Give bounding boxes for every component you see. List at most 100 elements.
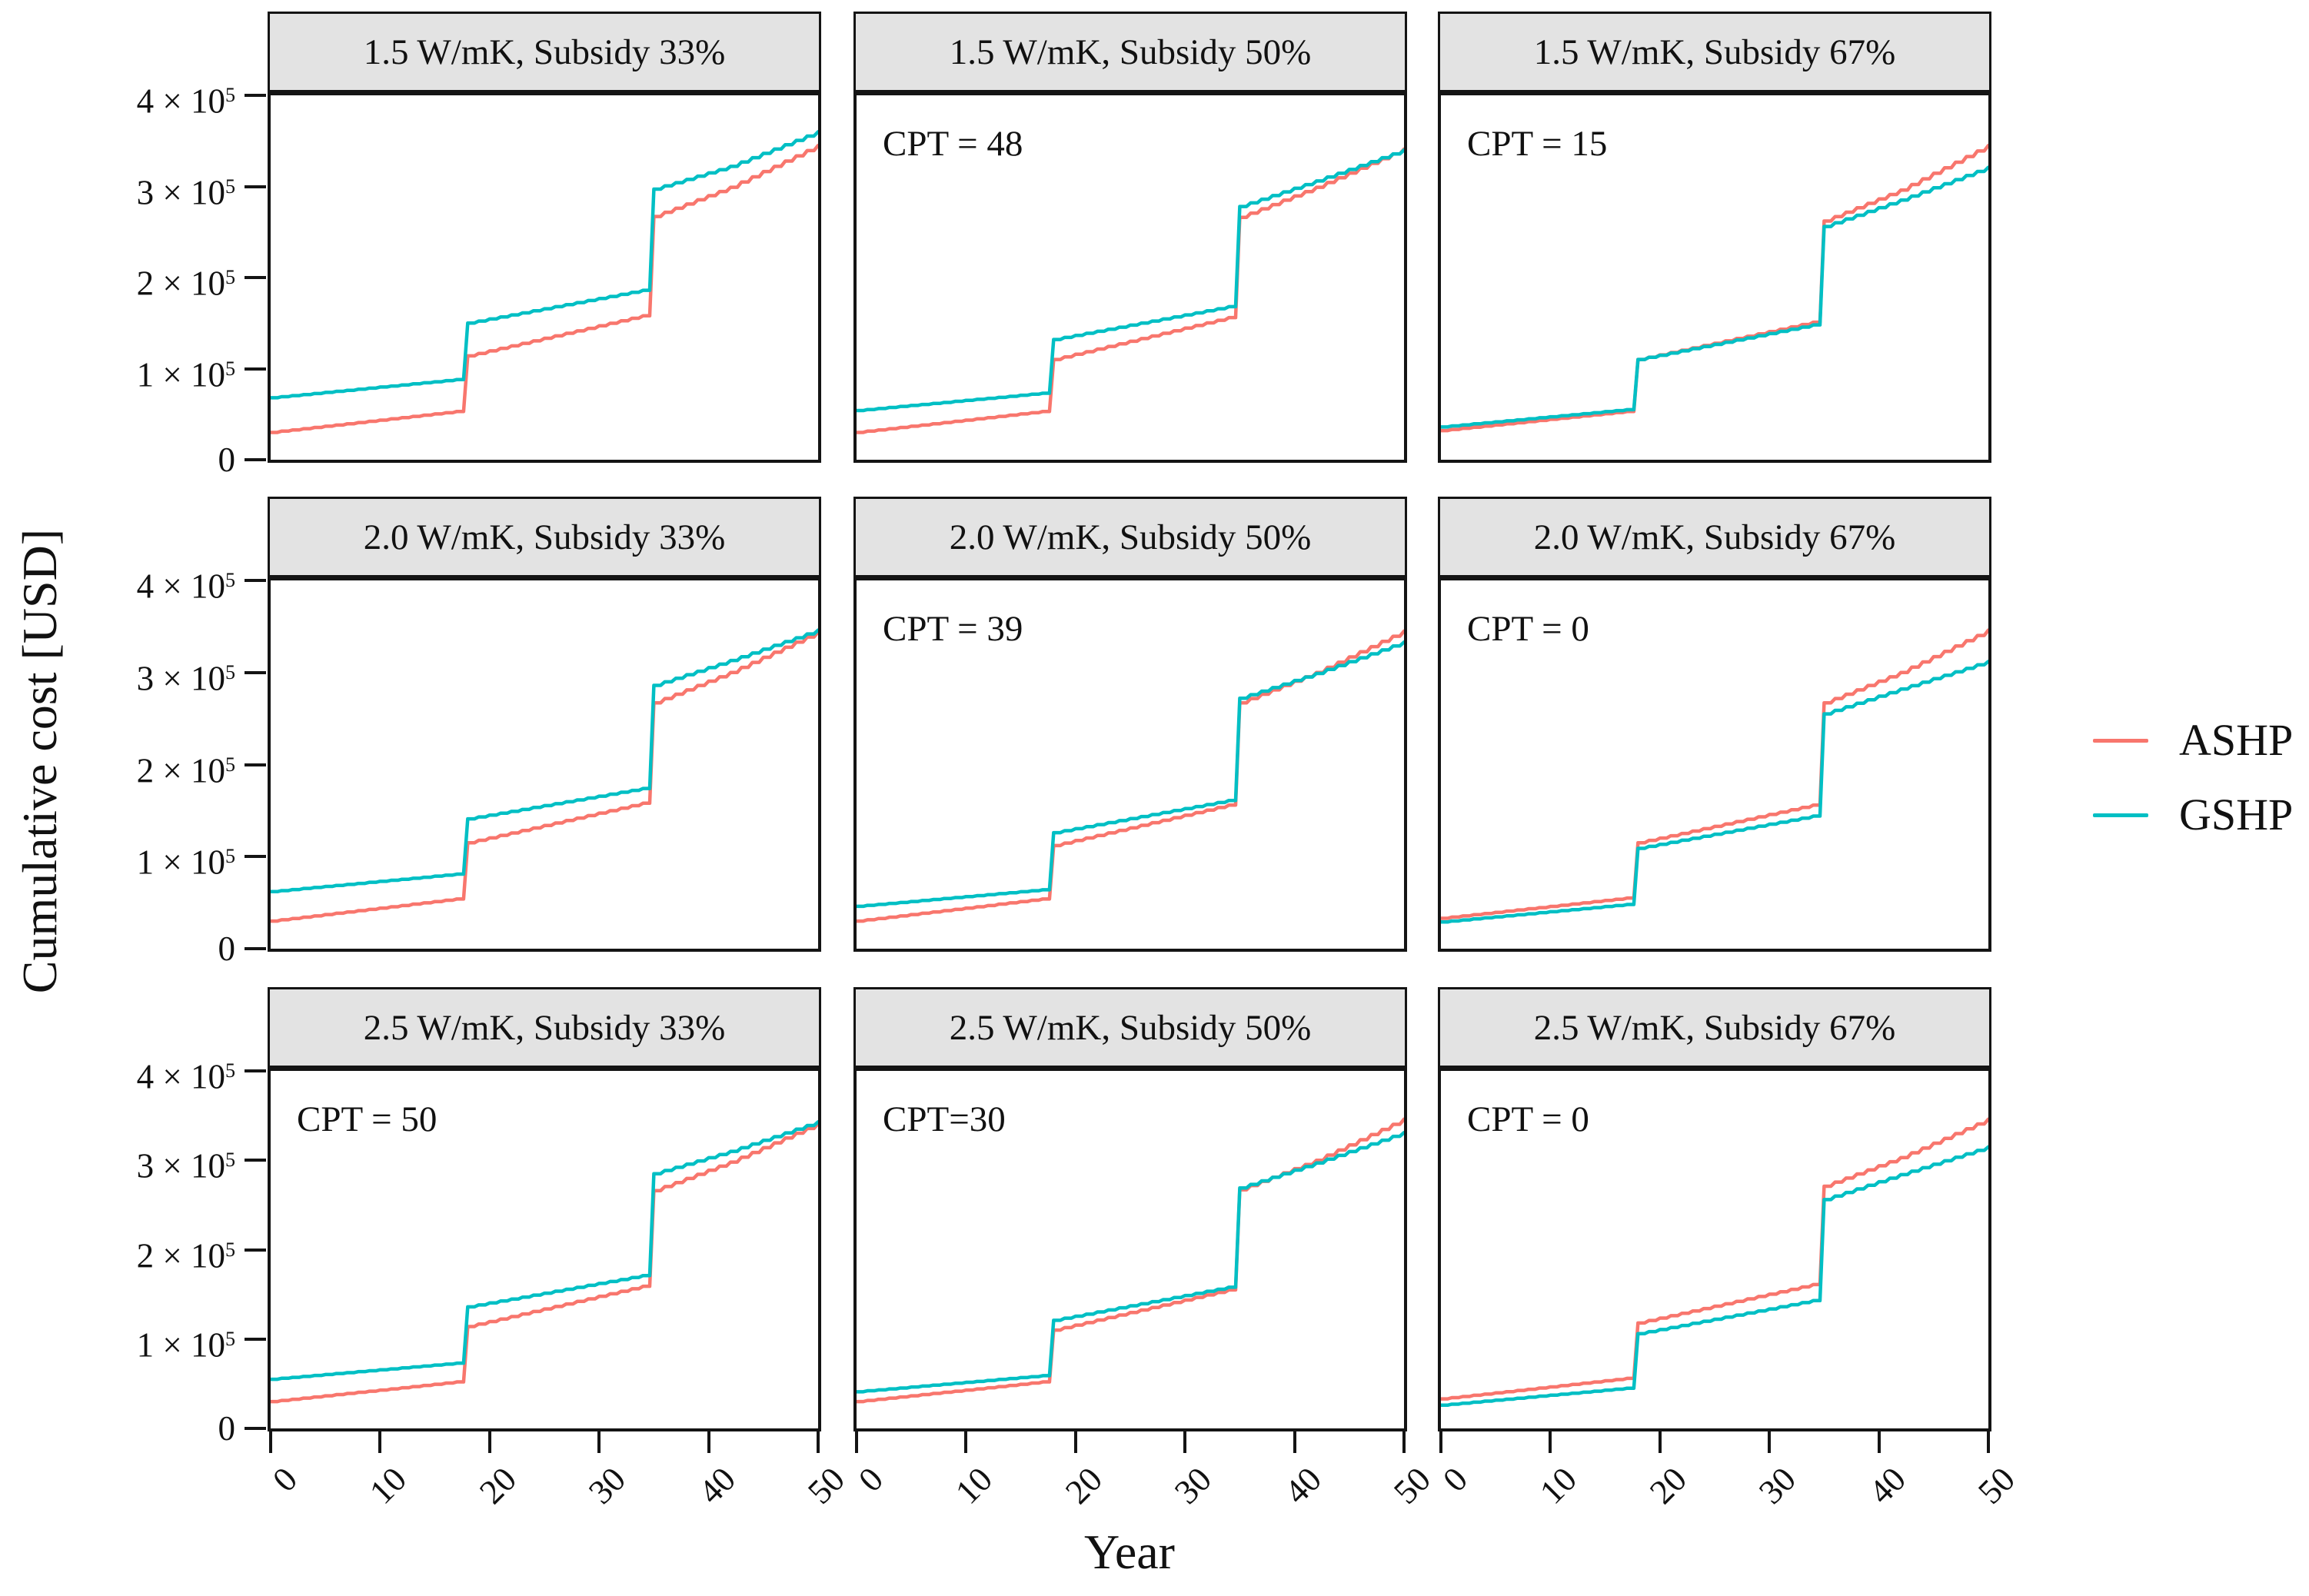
x-tick [1073,1431,1077,1453]
y-tick [245,947,266,950]
y-tick-label: 3 × 105 [136,172,235,211]
cost-curves-svg [271,580,818,949]
panel-2-5-subsidy-50: 2.5 W/mK, Subsidy 50% CPT=30 [853,987,1407,1431]
y-tick [245,1337,266,1341]
y-tick [245,1159,266,1162]
cost-curves-svg [857,95,1404,460]
legend-line-ashp [2093,739,2148,743]
panel-1-5-subsidy-33: 1.5 W/mK, Subsidy 33% [268,12,821,463]
facet-strip: 2.0 W/mK, Subsidy 50% [853,497,1407,577]
y-tick-label: 3 × 105 [136,659,235,698]
ashp-curve [857,149,1404,433]
legend-label-ashp: ASHP [2179,715,2294,765]
x-tick [1183,1431,1187,1453]
plot-area: CPT = 48 [853,92,1407,463]
y-tick [245,94,266,97]
x-tick [817,1431,820,1453]
facet-strip: 2.5 W/mK, Subsidy 50% [853,987,1407,1068]
y-tick-label: 1 × 105 [136,843,235,882]
x-tick-label: 20 [1642,1459,1694,1511]
y-tick [245,670,266,674]
legend-line-gshp [2093,813,2148,817]
facet-strip-title: 2.0 W/mK, Subsidy 33% [363,517,726,557]
x-tick [707,1431,710,1453]
y-tick [245,579,266,582]
facet-strip-title: 1.5 W/mK, Subsidy 33% [363,32,726,72]
x-tick [855,1431,858,1453]
facet-strip: 1.5 W/mK, Subsidy 67% [1438,12,1991,92]
gshp-curve [1441,1147,1988,1405]
y-tick [245,367,266,371]
panel-2-0-subsidy-33: 2.0 W/mK, Subsidy 33% [268,497,821,952]
x-tick-label: 20 [471,1459,524,1511]
facet-strip-title: 1.5 W/mK, Subsidy 50% [949,32,1312,72]
y-tick [245,1427,266,1430]
y-tick [245,458,266,461]
facet-strip-title: 2.0 W/mK, Subsidy 50% [949,517,1312,557]
ashp-curve [271,632,818,921]
y-tick [245,763,266,766]
x-tick-label: 40 [1861,1459,1913,1511]
x-tick-label: 30 [1752,1459,1804,1511]
y-tick-label: 0 [218,441,236,479]
x-tick [1877,1431,1881,1453]
cost-curves-svg [1441,1071,1988,1428]
plot-area: CPT = 0 [1438,577,1991,952]
x-tick-label: 0 [265,1459,305,1499]
x-tick [597,1431,601,1453]
panel-2-0-subsidy-67: 2.0 W/mK, Subsidy 67% CPT = 0 [1438,497,1991,952]
cpt-annotation: CPT = 48 [883,124,1023,164]
ashp-curve [271,1124,818,1402]
x-tick [1549,1431,1552,1453]
cost-curves-svg [1441,580,1988,949]
plot-area: CPT = 15 [1438,92,1991,463]
cost-curves-svg [271,95,818,460]
x-tick [964,1431,968,1453]
ashp-curve [1441,1119,1988,1399]
panel-2-0-subsidy-50: 2.0 W/mK, Subsidy 50% CPT = 39 [853,497,1407,952]
facet-strip: 2.5 W/mK, Subsidy 67% [1438,987,1991,1068]
y-tick [245,1248,266,1252]
x-tick [378,1431,382,1453]
x-tick-label: 30 [581,1459,634,1511]
cpt-annotation: CPT = 0 [1467,1099,1589,1139]
plot-area: CPT = 39 [853,577,1407,952]
cpt-annotation: CPT = 39 [883,609,1023,649]
plot-area: CPT = 0 [1438,1068,1991,1431]
ashp-curve [271,145,818,432]
facet-strip-title: 2.5 W/mK, Subsidy 50% [949,1007,1312,1048]
facet-strip: 1.5 W/mK, Subsidy 50% [853,12,1407,92]
y-tick [245,855,266,859]
x-tick [1658,1431,1662,1453]
facet-strip-title: 2.5 W/mK, Subsidy 33% [363,1007,726,1048]
cost-curves-svg [857,580,1404,949]
x-tick-label: 40 [690,1459,743,1511]
plot-area [268,577,821,952]
x-tick [487,1431,491,1453]
x-tick [1293,1431,1296,1453]
x-axis-title: Year [1084,1525,1175,1579]
x-tick-label: 50 [1970,1459,2023,1511]
gshp-curve [1441,661,1988,922]
x-tick [1439,1431,1442,1453]
plot-area: CPT = 50 [268,1068,821,1431]
x-tick [1768,1431,1772,1453]
gshp-curve [271,630,818,892]
y-tick-label: 2 × 105 [136,1235,235,1275]
x-tick-label: 10 [362,1459,414,1511]
y-tick-label: 1 × 105 [136,1325,235,1365]
y-tick-label: 0 [218,929,236,968]
facet-strip: 1.5 W/mK, Subsidy 33% [268,12,821,92]
cost-curves-svg [857,1071,1404,1428]
cost-curves-svg [271,1071,818,1428]
y-tick-label: 4 × 105 [136,567,235,606]
panel-1-5-subsidy-50: 1.5 W/mK, Subsidy 50% CPT = 48 [853,12,1407,463]
cpt-annotation: CPT = 0 [1467,609,1589,649]
ashp-curve [1441,630,1988,919]
x-tick [269,1431,272,1453]
y-tick-label: 0 [218,1409,236,1448]
y-tick-label: 2 × 105 [136,750,235,790]
y-tick-label: 3 × 105 [136,1146,235,1185]
facet-strip: 2.0 W/mK, Subsidy 67% [1438,497,1991,577]
